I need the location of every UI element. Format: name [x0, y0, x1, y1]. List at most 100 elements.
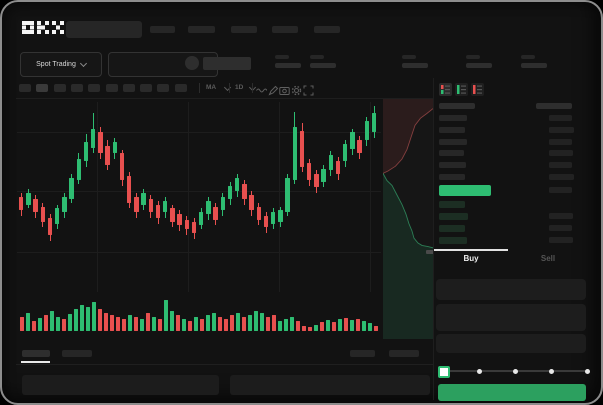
volume-bar	[332, 322, 336, 331]
ask-row-price[interactable]	[439, 174, 465, 180]
ask-row-price[interactable]	[439, 162, 466, 169]
candle	[242, 183, 247, 199]
timeframe-button-5[interactable]	[88, 84, 101, 92]
volume-bar	[110, 315, 114, 331]
nav-item-5[interactable]	[314, 26, 340, 33]
buy-label: Buy	[463, 254, 479, 263]
timeframe-button-10[interactable]	[174, 84, 187, 92]
ask-row-price[interactable]	[439, 115, 467, 121]
candle	[141, 193, 146, 205]
trading-mode-dropdown[interactable]: Spot Trading	[20, 52, 102, 77]
ask-row-amount	[549, 138, 572, 145]
timeframe-button-3[interactable]	[53, 84, 66, 92]
volume-bar	[260, 313, 264, 331]
tab-buy[interactable]: Buy	[434, 254, 508, 263]
bid-row-amount	[549, 225, 572, 231]
trading-mode-label: Spot Trading	[36, 61, 76, 68]
tab-sell[interactable]: Sell	[510, 254, 586, 263]
candle	[278, 210, 283, 222]
volume-bar	[320, 322, 324, 331]
bid-row-price[interactable]	[439, 213, 468, 220]
volume-bar	[218, 317, 222, 331]
ask-row-price[interactable]	[439, 138, 467, 145]
bottom-tab-2[interactable]	[62, 350, 92, 357]
book-bids-icon[interactable]	[455, 83, 468, 96]
camera-snapshot-icon[interactable]	[279, 83, 290, 95]
slider-stop-dot[interactable]	[476, 369, 482, 374]
timeframe-button-9[interactable]	[157, 84, 170, 92]
fullscreen-icon[interactable]	[303, 83, 314, 96]
volume-bar	[152, 317, 156, 331]
okx-logo[interactable]	[22, 21, 64, 34]
candle	[69, 178, 74, 199]
candle	[350, 132, 355, 150]
wave-line-icon[interactable]	[256, 83, 268, 94]
slider-stop-dot[interactable]	[584, 369, 590, 374]
volume-bar	[128, 315, 132, 331]
candle	[191, 221, 197, 234]
ask-row-amount	[549, 126, 574, 133]
volume-bar	[350, 320, 354, 331]
bid-row-price[interactable]	[439, 237, 467, 244]
timeframe-button-1[interactable]	[19, 84, 31, 92]
order-input-1[interactable]	[436, 279, 586, 300]
ask-row-price[interactable]	[439, 150, 464, 157]
timeframe-button-4[interactable]	[70, 84, 83, 92]
book-combined-icon[interactable]	[439, 83, 452, 96]
candle	[47, 217, 53, 235]
timeframe-button-6[interactable]	[105, 84, 118, 92]
bid-row-price[interactable]	[439, 201, 465, 208]
timeframe-button-2[interactable]	[36, 84, 49, 92]
bottom-tab-indicator	[21, 361, 50, 363]
volume-bar	[314, 325, 318, 331]
interval-label: 1D	[235, 84, 244, 91]
settings-gear-icon[interactable]	[291, 83, 302, 96]
pencil-draw-icon[interactable]	[268, 83, 279, 96]
stat-2-value	[310, 63, 336, 68]
bottom-panel-1	[22, 375, 219, 395]
pair-selector-dropdown[interactable]	[108, 52, 218, 77]
slider-stop-dot[interactable]	[548, 369, 554, 374]
timeframe-button-8[interactable]	[140, 84, 153, 92]
timeframe-button-7[interactable]	[122, 84, 135, 92]
bottom-tab-1[interactable]	[22, 350, 50, 357]
ask-row-price[interactable]	[439, 126, 465, 133]
coin-avatar	[185, 56, 199, 70]
order-input-3[interactable]	[436, 334, 586, 353]
order-input-2[interactable]	[436, 304, 586, 331]
slider-handle[interactable]	[438, 366, 450, 378]
nav-item-3[interactable]	[231, 26, 257, 33]
volume-bar	[248, 315, 252, 331]
candle	[357, 140, 362, 154]
volume-bar	[338, 319, 342, 331]
bid-row-price[interactable]	[439, 225, 465, 232]
orderbook-header-price	[439, 103, 475, 109]
volume-bar	[326, 320, 330, 331]
bottom-action-2[interactable]	[389, 350, 419, 357]
bottom-action-1[interactable]	[350, 350, 375, 357]
nav-item-1[interactable]	[150, 26, 175, 33]
slider-stop-dot[interactable]	[512, 369, 518, 374]
search-input[interactable]	[66, 21, 142, 38]
buy-submit-button[interactable]	[438, 384, 586, 401]
candle	[364, 121, 369, 140]
volume-bar	[176, 315, 180, 331]
volume-bar	[356, 319, 360, 331]
interval-dropdown[interactable]: 1D	[235, 84, 243, 91]
indicator-dropdown[interactable]: MA	[206, 84, 216, 91]
volume-bar	[50, 311, 54, 331]
candlestick-chart[interactable]	[17, 102, 381, 292]
stat-2-label	[310, 55, 324, 59]
volume-bar	[38, 318, 42, 331]
volume-bar	[92, 302, 96, 331]
volume-bar	[212, 313, 216, 331]
stat-4-label	[466, 55, 480, 59]
volume-bar	[116, 317, 120, 331]
volume-bar	[290, 317, 294, 331]
nav-item-2[interactable]	[188, 26, 215, 33]
volume-bar	[56, 317, 60, 331]
nav-item-4[interactable]	[272, 26, 298, 33]
volume-bar	[86, 307, 90, 331]
book-asks-icon[interactable]	[471, 83, 484, 96]
